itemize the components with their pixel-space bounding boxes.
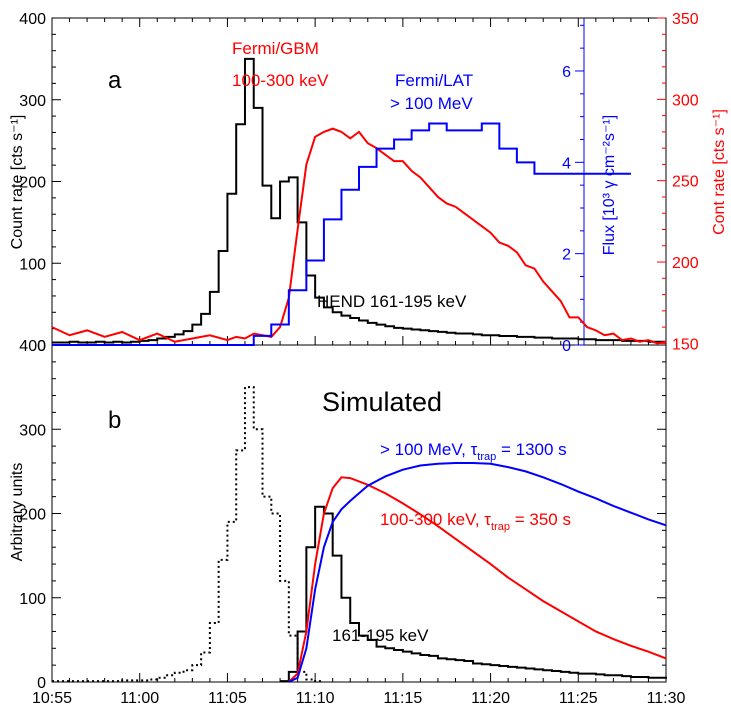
ylabel-arbitrary: Arbitrary units xyxy=(9,463,26,562)
x-tick-label: 11:20 xyxy=(471,690,510,707)
y-tick-label: 0 xyxy=(37,338,46,355)
annotation-gbm-range: 100-300 keV xyxy=(232,71,329,90)
b-y-tick-label: 0 xyxy=(37,675,46,692)
annotation-lat: Fermi/LAT xyxy=(395,71,473,90)
annotation-hend: HEND 161-195 keV xyxy=(317,292,467,311)
series-fermi-gbm-100-300-kev xyxy=(51,127,667,345)
b-series-100-300-kev-tau-trap-350-s xyxy=(288,476,667,683)
y3-tick-label: 250 xyxy=(672,174,699,191)
x-tick-label: 11:00 xyxy=(120,690,159,707)
b-y-tick-label: 400 xyxy=(19,338,46,355)
y3label-cont-rate: Cont rate [cts s⁻¹] xyxy=(711,109,728,235)
y2-tick-label: 6 xyxy=(562,64,571,81)
panel-label-a: a xyxy=(108,67,122,94)
y2-tick-label: 0 xyxy=(562,338,571,355)
x-tick-label: 11:05 xyxy=(208,690,247,707)
y2-tick-label: 4 xyxy=(562,155,571,172)
axis-ticks xyxy=(51,17,667,683)
series-fermi-lat-100-mev xyxy=(52,122,631,346)
b-y-tick-label: 100 xyxy=(19,591,46,608)
b-series--100-mev-tau-trap-1300-s xyxy=(288,461,667,683)
annotation-hend-sim: 161-195 keV xyxy=(332,626,429,645)
b-series-161-195-kev xyxy=(280,505,667,683)
y2label-flux: Flux [10³ γ cm⁻²s⁻¹] xyxy=(601,115,618,255)
y2-tick-label: 2 xyxy=(562,247,571,264)
y-tick-label: 300 xyxy=(19,93,46,110)
annotation-lat-range: > 100 MeV xyxy=(390,94,473,113)
y3-tick-label: 350 xyxy=(672,11,699,28)
y3-tick-label: 200 xyxy=(672,255,699,272)
b-y-tick-label: 200 xyxy=(19,507,46,524)
x-tick-label: 11:10 xyxy=(296,690,335,707)
x-tick-label: 11:15 xyxy=(383,690,422,707)
ylabel-count-rate: Count rate [cts s⁻¹] xyxy=(9,115,26,250)
data-series xyxy=(51,57,667,683)
y3-tick-label: 300 xyxy=(672,92,699,109)
chart-labels: 0100200300400024615020025030035001002003… xyxy=(9,11,728,707)
annotation-gbm-sim: 100-300 keV, τtrap = 350 s xyxy=(380,510,571,533)
panel-label-b: b xyxy=(108,407,121,434)
x-tick-label: 11:25 xyxy=(559,690,598,707)
x-tick-label: 11:30 xyxy=(647,690,686,707)
x-tick-label: 10:55 xyxy=(32,690,72,707)
annotation-lat-sim: > 100 MeV, τtrap = 1300 s xyxy=(380,440,567,463)
b-y-tick-label: 300 xyxy=(19,422,46,439)
series-hend-161-195-kev xyxy=(52,57,666,344)
panel-b-title: Simulated xyxy=(322,387,442,417)
y3-tick-label: 150 xyxy=(672,336,699,353)
annotation-gbm: Fermi/GBM xyxy=(232,39,319,58)
y-tick-label: 400 xyxy=(19,11,46,28)
y-tick-label: 200 xyxy=(19,175,46,192)
b-series-hend-161-195-kev-dotted- xyxy=(52,386,324,683)
y-tick-label: 100 xyxy=(19,256,46,273)
